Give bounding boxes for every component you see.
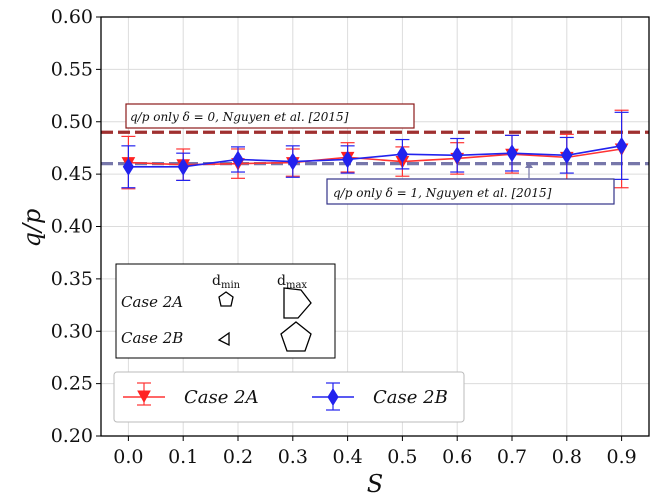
inset-dmin-sub: min xyxy=(221,280,241,291)
data-point xyxy=(342,150,354,169)
x-tick-label: 0.3 xyxy=(278,446,308,468)
grid xyxy=(101,16,649,437)
ticks: 0.20 0.25 0.30 0.35 0.40 0.45 0.50 0.55 0.60 0.0 0… xyxy=(51,6,637,468)
shape-inset-box xyxy=(115,263,336,359)
data-point xyxy=(177,157,189,176)
annotation-delta1-arrowhead xyxy=(525,162,533,168)
legend: Case 2A Case 2B xyxy=(113,371,465,423)
annotation-delta1: q/p only δ = 1, Nguyen et al. [2015] xyxy=(326,162,615,205)
x-tick-label: 0.2 xyxy=(223,446,253,468)
x-tick-label: 0.5 xyxy=(387,446,417,468)
legend-entry-case2a: Case 2A xyxy=(123,382,259,408)
annotation-delta0-box xyxy=(125,103,415,129)
inset-header-dmin: dmin xyxy=(212,273,241,291)
x-tick-label: 0.9 xyxy=(606,446,636,468)
x-tick-label: 0.1 xyxy=(168,446,198,468)
series-line xyxy=(128,145,622,168)
data-point xyxy=(506,144,518,163)
x-tick-label: 0.0 xyxy=(113,446,143,468)
x-axis-label: S xyxy=(367,470,383,498)
pentagon-large-shape xyxy=(280,321,312,352)
inset-header-dmax: dmax xyxy=(277,273,307,291)
y-tick-label: 0.60 xyxy=(51,6,93,28)
x-tick-label: 0.7 xyxy=(497,446,527,468)
legend-box xyxy=(113,371,465,423)
inset-dmin-main: d xyxy=(212,273,221,289)
data-point xyxy=(122,157,134,176)
shape-inset: dmin dmax Case 2A Case 2B xyxy=(115,263,336,359)
data-point xyxy=(616,136,628,155)
x-tick-label: 0.4 xyxy=(332,446,362,468)
annotation-delta0: q/p only δ = 0, Nguyen et al. [2015] xyxy=(125,103,415,129)
pentagon-elongated-shape xyxy=(283,287,312,319)
y-tick-label: 0.40 xyxy=(51,216,93,238)
series-case-2b xyxy=(121,111,629,189)
legend-case2b-label: Case 2B xyxy=(373,387,448,408)
inset-dmax-sub: max xyxy=(286,280,307,291)
data-point xyxy=(561,146,573,165)
annotation-delta1-text: q/p only δ = 1, Nguyen et al. [2015] xyxy=(333,186,552,200)
pentagon-small-shape xyxy=(218,291,234,307)
data-point xyxy=(451,146,463,165)
data-point xyxy=(287,152,299,171)
data-point xyxy=(232,150,244,169)
y-tick-label: 0.25 xyxy=(51,373,93,395)
legend-entry-case2b: Case 2B xyxy=(312,382,448,411)
legend-case2a-label: Case 2A xyxy=(184,387,259,408)
inset-row-case2a: Case 2A xyxy=(121,293,183,311)
inset-row-case2b: Case 2B xyxy=(121,329,183,347)
x-tick-label: 0.6 xyxy=(442,446,472,468)
data-point xyxy=(396,145,408,164)
legend-case2b-marker xyxy=(327,388,339,406)
x-tick-label: 0.8 xyxy=(552,446,582,468)
y-tick-label: 0.45 xyxy=(51,163,93,185)
y-tick-label: 0.50 xyxy=(51,111,93,133)
reference-lines xyxy=(101,130,649,166)
y-tick-label: 0.20 xyxy=(51,425,93,447)
series-line xyxy=(128,148,622,166)
legend-case2a-marker xyxy=(137,390,151,404)
triangle-small-shape xyxy=(217,331,230,347)
y-axis-label: q/p xyxy=(18,209,46,248)
y-tick-label: 0.55 xyxy=(51,58,93,80)
annotation-delta1-box xyxy=(326,178,615,205)
annotation-delta0-text: q/p only δ = 0, Nguyen et al. [2015] xyxy=(130,110,349,124)
y-tick-label: 0.35 xyxy=(51,268,93,290)
inset-dmax-main: d xyxy=(277,273,286,289)
series-layer xyxy=(121,109,629,190)
y-tick-label: 0.30 xyxy=(51,320,93,342)
